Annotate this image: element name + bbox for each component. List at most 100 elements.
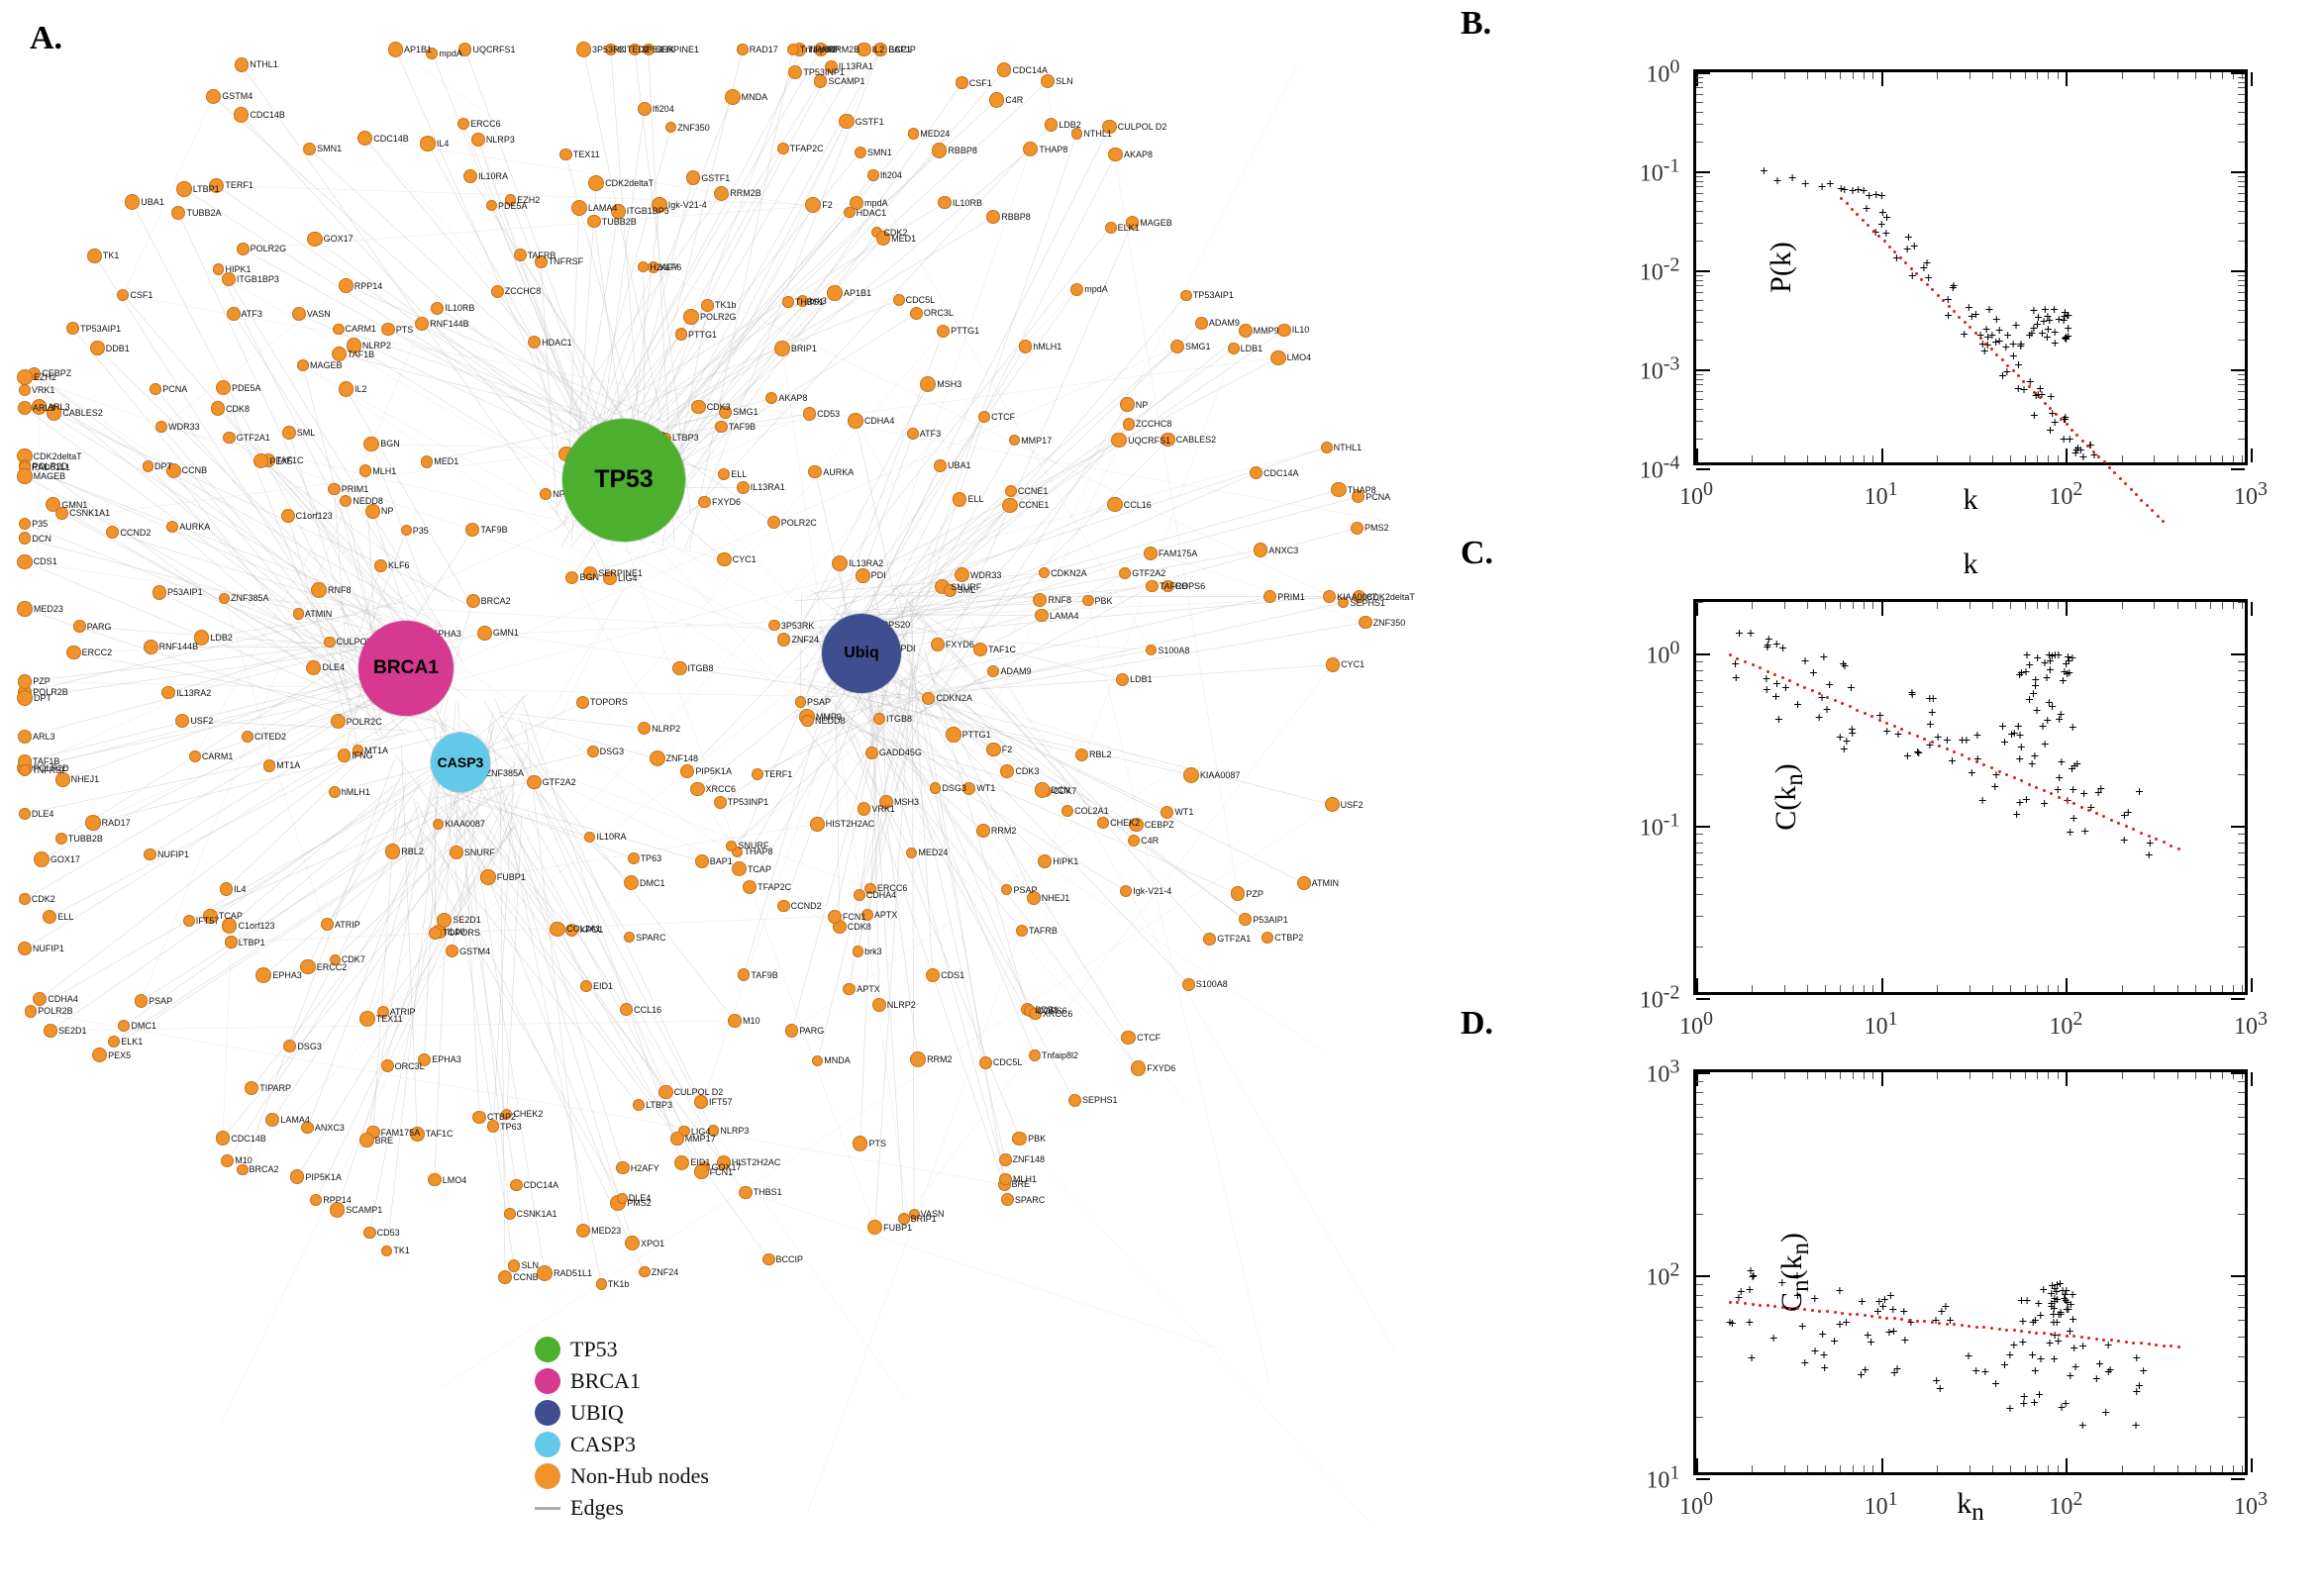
gene-node[interactable] <box>463 169 477 183</box>
gene-node[interactable] <box>331 714 346 729</box>
gene-node[interactable] <box>708 1125 720 1137</box>
gene-node[interactable] <box>44 1024 57 1038</box>
gene-node[interactable] <box>219 593 230 604</box>
gene-node[interactable] <box>330 954 341 965</box>
gene-node[interactable] <box>910 307 923 320</box>
gene-node[interactable] <box>1321 442 1333 453</box>
gene-node[interactable] <box>1277 324 1291 338</box>
gene-node[interactable] <box>1144 547 1158 560</box>
gene-node[interactable] <box>1326 657 1340 671</box>
gene-node[interactable] <box>999 1153 1012 1166</box>
gene-node[interactable] <box>768 620 779 631</box>
gene-node[interactable] <box>956 76 967 88</box>
gene-node[interactable] <box>297 359 309 371</box>
gene-node[interactable] <box>691 400 706 415</box>
gene-node[interactable] <box>347 338 361 352</box>
gene-node[interactable] <box>907 428 919 440</box>
gene-node[interactable] <box>690 782 704 796</box>
gene-node[interactable] <box>1075 748 1088 761</box>
gene-node[interactable] <box>1108 148 1123 162</box>
gene-node[interactable] <box>1180 290 1191 301</box>
gene-node[interactable] <box>514 249 527 261</box>
gene-node[interactable] <box>978 411 990 423</box>
gene-node[interactable] <box>227 307 241 321</box>
gene-node[interactable] <box>504 1208 516 1220</box>
gene-node[interactable] <box>694 1164 708 1178</box>
gene-node[interactable] <box>472 1111 486 1125</box>
gene-node[interactable] <box>898 1213 910 1225</box>
gene-node[interactable] <box>648 261 659 273</box>
gene-node[interactable] <box>25 1005 38 1018</box>
gene-node[interactable] <box>55 833 67 845</box>
gene-node[interactable] <box>410 1127 425 1142</box>
gene-node[interactable] <box>937 325 950 338</box>
gene-node[interactable] <box>672 661 686 675</box>
gene-node[interactable] <box>420 136 436 151</box>
gene-node[interactable] <box>787 44 799 55</box>
gene-node[interactable] <box>616 1161 629 1174</box>
gene-node[interactable] <box>973 643 987 656</box>
gene-node[interactable] <box>1162 580 1173 592</box>
gene-node[interactable] <box>332 347 347 361</box>
gene-node[interactable] <box>1035 782 1050 797</box>
gene-node[interactable] <box>953 492 967 507</box>
gene-node[interactable] <box>611 204 625 218</box>
hub-node-tp53[interactable]: TP53 <box>562 419 685 542</box>
gene-node[interactable] <box>66 646 80 659</box>
gene-node[interactable] <box>17 601 33 617</box>
gene-node[interactable] <box>508 1259 521 1272</box>
gene-node[interactable] <box>580 980 592 992</box>
gene-node[interactable] <box>717 1155 731 1169</box>
gene-node[interactable] <box>1123 418 1135 430</box>
gene-node[interactable] <box>1019 340 1033 353</box>
gene-node[interactable] <box>658 1085 672 1099</box>
gene-node[interactable] <box>743 880 757 894</box>
gene-node[interactable] <box>989 92 1004 107</box>
gene-node[interactable] <box>1353 590 1365 603</box>
gene-node[interactable] <box>73 620 86 633</box>
gene-node[interactable] <box>596 1278 607 1289</box>
gene-node[interactable] <box>675 328 687 340</box>
gene-node[interactable] <box>1228 343 1240 354</box>
gene-node[interactable] <box>805 197 821 213</box>
gene-node[interactable] <box>876 231 890 245</box>
gene-node[interactable] <box>801 715 814 728</box>
gene-node[interactable] <box>652 197 667 213</box>
gene-node[interactable] <box>222 918 238 934</box>
gene-node[interactable] <box>695 854 709 868</box>
gene-node[interactable] <box>388 42 403 56</box>
gene-node[interactable] <box>850 196 863 210</box>
gene-node[interactable] <box>559 149 572 161</box>
gene-node[interactable] <box>216 1131 231 1146</box>
gene-node[interactable] <box>363 1227 376 1240</box>
gene-node[interactable] <box>1129 818 1144 833</box>
gene-node[interactable] <box>1359 616 1372 630</box>
gene-node[interactable] <box>221 1154 234 1167</box>
gene-node[interactable] <box>774 341 790 356</box>
gene-node[interactable] <box>330 1202 346 1218</box>
gene-node[interactable] <box>906 848 917 858</box>
gene-node[interactable] <box>17 690 33 706</box>
gene-node[interactable] <box>931 638 945 651</box>
gene-node[interactable] <box>605 44 617 55</box>
gene-node[interactable] <box>18 674 32 688</box>
gene-node[interactable] <box>910 1051 926 1067</box>
gene-node[interactable] <box>854 889 865 901</box>
gene-node[interactable] <box>629 44 641 55</box>
gene-node[interactable] <box>858 802 871 816</box>
gene-node[interactable] <box>1068 1094 1081 1107</box>
gene-node[interactable] <box>587 215 600 228</box>
gene-node[interactable] <box>338 748 352 762</box>
gene-node[interactable] <box>377 1006 389 1018</box>
gene-node[interactable] <box>47 405 61 420</box>
gene-node[interactable] <box>17 369 33 385</box>
gene-node[interactable] <box>223 432 236 445</box>
gene-node[interactable] <box>920 376 936 392</box>
gene-node[interactable] <box>183 915 195 927</box>
gene-node[interactable] <box>1005 485 1017 497</box>
gene-node[interactable] <box>603 571 617 585</box>
gene-node[interactable] <box>19 893 31 905</box>
gene-node[interactable] <box>1161 806 1173 819</box>
gene-node[interactable] <box>194 630 209 645</box>
gene-node[interactable] <box>55 772 69 786</box>
